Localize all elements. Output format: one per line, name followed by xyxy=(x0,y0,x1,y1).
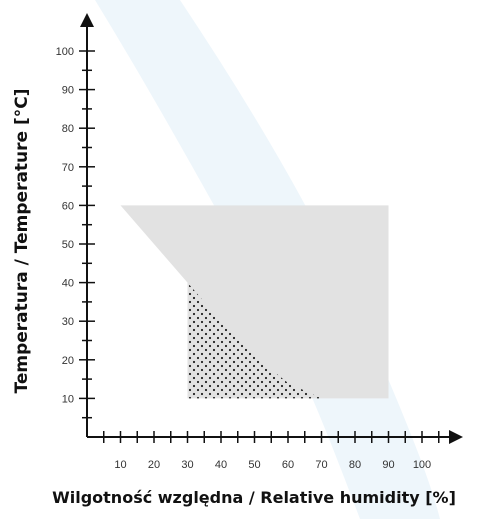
regions-layer xyxy=(120,205,389,399)
ticks-layer: 10 20 30 40 50 60 70 80 90 100 10 20 30 40 50 60 70 80 90 1… xyxy=(56,46,440,471)
y-axis-arrow xyxy=(80,13,94,27)
x-tick-label: 80 xyxy=(349,459,361,471)
y-axis-title: Temperatura / Temperature [°C] xyxy=(12,89,32,394)
y-tick-label: 10 xyxy=(62,393,74,405)
y-tick-label: 50 xyxy=(62,239,74,251)
y-tick-label: 100 xyxy=(56,46,74,58)
x-axis-title: Wilgotność względna / Relative humidity … xyxy=(52,488,456,507)
y-tick-label: 20 xyxy=(62,355,74,367)
x-tick-label: 50 xyxy=(248,459,260,471)
x-tick-label: 60 xyxy=(282,459,294,471)
y-tick-label: 30 xyxy=(62,316,74,328)
x-tick-label: 30 xyxy=(181,459,193,471)
x-tick-label: 20 xyxy=(148,459,160,471)
y-tick-label: 60 xyxy=(62,200,74,212)
x-tick-label: 70 xyxy=(315,459,327,471)
y-tick-label: 70 xyxy=(62,162,74,174)
x-tick-label: 40 xyxy=(215,459,227,471)
y-tick-label: 90 xyxy=(62,85,74,97)
x-tick-label: 100 xyxy=(413,459,431,471)
y-tick-label: 40 xyxy=(62,278,74,290)
x-axis-arrow xyxy=(449,430,463,444)
y-tick-label: 80 xyxy=(62,123,74,135)
x-tick-label: 90 xyxy=(382,459,394,471)
x-tick-label: 10 xyxy=(114,459,126,471)
dotted-region xyxy=(187,282,322,399)
